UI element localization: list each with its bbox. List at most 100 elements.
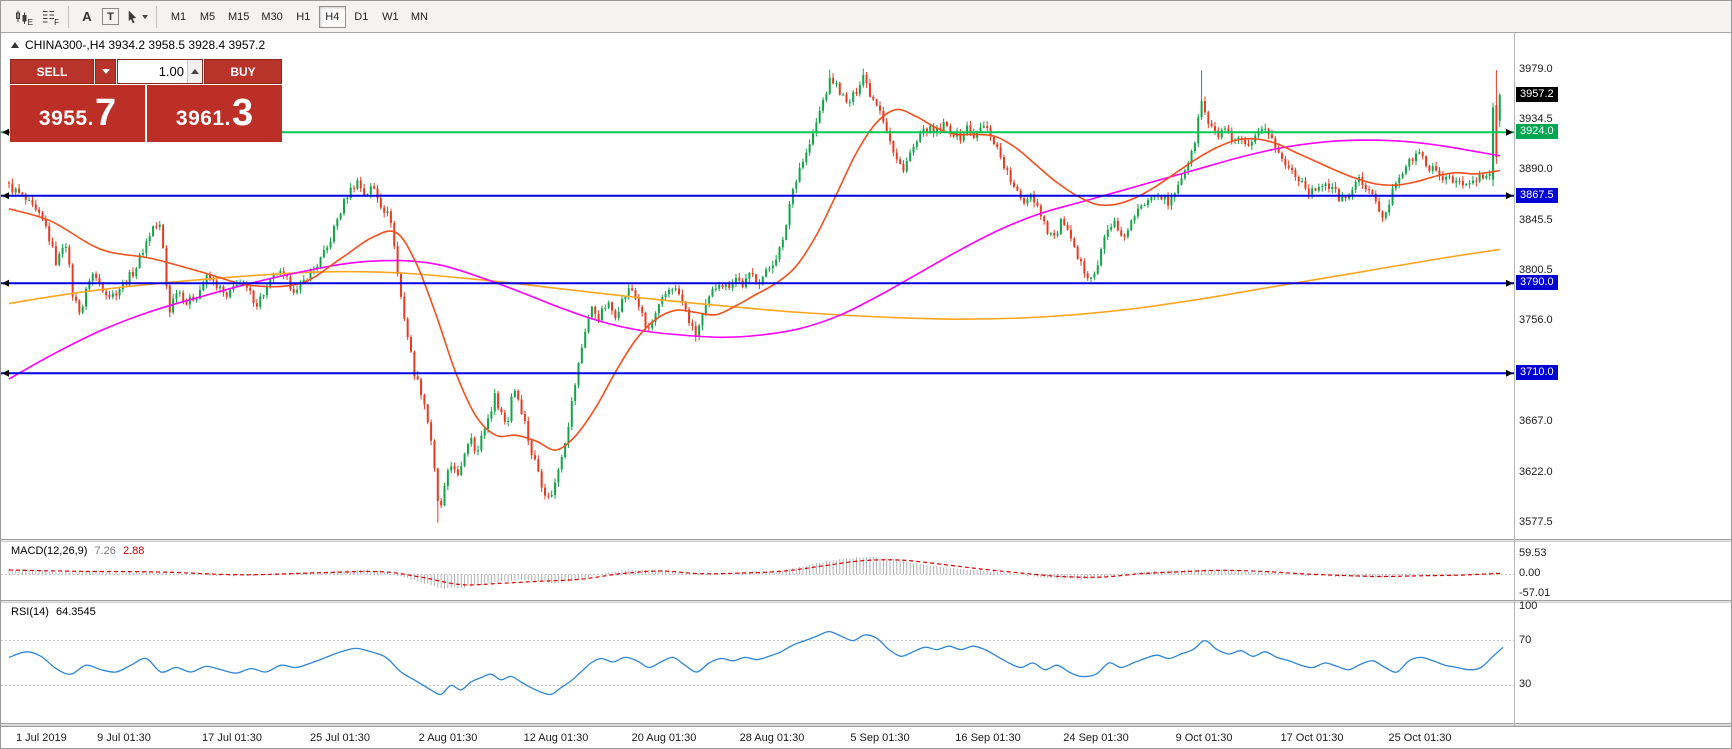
timeframe-mn[interactable]: MN — [410, 10, 428, 23]
macd-indicator-pane[interactable] — [1, 542, 1514, 600]
time-axis-label: 17 Jul 01:30 — [202, 732, 262, 744]
timeframe-d1[interactable]: D1 — [354, 10, 369, 23]
toolbar-separator — [68, 5, 69, 28]
volume-increase-button[interactable] — [187, 60, 202, 83]
rsi-indicator-pane[interactable] — [1, 603, 1514, 723]
chevron-down-icon — [141, 14, 148, 19]
price-axis[interactable]: 3979.03934.53890.03845.53800.53756.03711… — [1515, 33, 1731, 748]
price-axis-tick: 3934.5 — [1519, 113, 1553, 126]
icon-sublabel: E — [27, 17, 33, 27]
timeframe-h4[interactable]: H4 — [318, 5, 346, 28]
rsi-name: RSI(14) — [11, 606, 49, 618]
pane-separator[interactable] — [1, 723, 1731, 726]
price-axis-tick: 3577.5 — [1519, 515, 1553, 528]
price-buttons-divider — [145, 85, 147, 142]
macd-label: MACD(12,26,9) 7.26 2.88 — [11, 545, 144, 557]
volume-box — [117, 59, 203, 84]
timeframe-m5[interactable]: M5 — [199, 10, 216, 23]
cursor-icon — [128, 9, 136, 23]
buy-button[interactable]: BUY — [204, 59, 282, 84]
timeframe-group: M1 M5 M15 M30 H1 H4 D1 W1 MN — [164, 1, 434, 32]
line-price-badge[interactable]: 3867.5 — [1516, 187, 1558, 203]
chevron-down-icon — [101, 69, 110, 74]
rsi-axis-tick: 70 — [1519, 633, 1532, 646]
icon-sublabel: F — [54, 17, 59, 27]
time-axis-label: 16 Sep 01:30 — [955, 732, 1021, 744]
macd-axis-tick: -57.01 — [1519, 586, 1551, 599]
macd-value-signal: 2.88 — [122, 545, 145, 557]
crosshair-pointer-tool[interactable] — [123, 5, 149, 29]
sell-price-button[interactable]: 3955. 7 — [10, 85, 145, 142]
time-axis-label: 5 Sep 01:30 — [850, 732, 910, 744]
timeframe-m1[interactable]: M1 — [170, 10, 187, 23]
volume-input[interactable] — [118, 64, 187, 79]
horizontal-line-3710.0[interactable] — [1, 369, 1514, 377]
rsi-line — [8, 630, 1504, 696]
rsi-value: 64.3545 — [55, 606, 96, 618]
line-left-arrow-icon — [2, 128, 9, 136]
line-left-arrow-icon — [2, 192, 9, 200]
timeframe-m30[interactable]: M30 — [261, 10, 283, 23]
order-options-dropdown[interactable] — [95, 59, 116, 84]
chevron-up-icon — [191, 69, 199, 74]
line-price-badge[interactable]: 3710.0 — [1516, 365, 1558, 381]
line-right-arrow-icon — [1506, 192, 1513, 200]
macd-value-main: 7.26 — [94, 545, 116, 557]
top-toolbar: E F A T — [1, 1, 1731, 33]
current-price-badge: 3957.2 — [1516, 86, 1558, 102]
time-axis-label: 28 Aug 01:30 — [739, 732, 805, 744]
time-axis-label: 17 Oct 01:30 — [1280, 732, 1344, 744]
ma-mid-line[interactable] — [8, 139, 1501, 380]
price-axis-tick: 3756.0 — [1519, 314, 1553, 327]
rsi-label: RSI(14) 64.3545 — [11, 606, 96, 618]
line-right-arrow-icon — [1506, 128, 1513, 136]
one-click-trading-toggle-icon[interactable] — [11, 42, 19, 48]
sell-price-text: 3955. — [38, 107, 94, 130]
buy-price-button[interactable]: 3961. 3 — [147, 85, 282, 142]
horizontal-line-3790.0[interactable] — [1, 279, 1514, 287]
ma-fast-line[interactable] — [8, 108, 1501, 451]
macd-histogram — [8, 556, 1501, 589]
timeframe-h1[interactable]: H1 — [296, 10, 311, 23]
sell-button[interactable]: SELL — [10, 59, 94, 84]
pane-separator[interactable] — [1, 539, 1731, 542]
symbol-info: CHINA300-,H4 3934.2 3958.5 3928.4 3957.2 — [11, 38, 265, 52]
time-axis-label: 2 Aug 01:30 — [418, 732, 478, 744]
pane-separator[interactable] — [1, 600, 1731, 603]
toolbar-separator — [156, 5, 157, 28]
macd-name: MACD(12,26,9) — [11, 545, 88, 557]
candlestick-chart-icon[interactable]: E — [9, 5, 35, 29]
time-axis-label: 9 Jul 01:30 — [97, 732, 151, 744]
main-price-chart[interactable] — [1, 33, 1514, 539]
line-price-badge[interactable]: 3924.0 — [1516, 124, 1558, 140]
buy-price-big-digit: 3 — [231, 92, 254, 134]
time-axis-label: 20 Aug 01:30 — [631, 732, 697, 744]
line-left-arrow-icon — [2, 369, 9, 377]
sell-price-big-digit: 7 — [94, 92, 117, 134]
macd-axis-tick: 0.00 — [1519, 567, 1541, 580]
time-axis[interactable]: 1 Jul 2019 9 Jul 01:30 17 Jul 01:30 25 Jul … — [1, 726, 1731, 748]
horizontal-line-3867.5[interactable] — [1, 192, 1514, 200]
chart-tools-group: E F — [9, 1, 61, 32]
depth-rows-glyph — [42, 10, 54, 22]
candlestick-glyph — [16, 10, 27, 24]
timeframe-m15[interactable]: M15 — [228, 10, 250, 23]
line-left-arrow-icon — [2, 279, 9, 287]
text-box-tool[interactable]: T — [102, 8, 119, 25]
annotation-tools-group: A T — [76, 1, 149, 32]
candles-layer — [8, 68, 1501, 523]
line-price-badge[interactable]: 3790.0 — [1516, 275, 1558, 291]
price-axis-tick: 3979.0 — [1519, 63, 1553, 76]
price-axis-tick: 3845.5 — [1519, 213, 1553, 226]
time-axis-label: 25 Oct 01:30 — [1388, 732, 1452, 744]
market-depth-icon[interactable]: F — [35, 5, 61, 29]
letter-a-tool[interactable]: A — [82, 9, 92, 24]
price-axis-tick: 3800.5 — [1519, 264, 1553, 277]
one-click-trade-panel: SELL BUY 3955. 7 — [10, 59, 282, 142]
timeframe-w1[interactable]: W1 — [382, 10, 399, 23]
time-axis-label: 25 Jul 01:30 — [310, 732, 370, 744]
time-axis-label: 24 Sep 01:30 — [1063, 732, 1129, 744]
ma-slow-line[interactable] — [8, 248, 1501, 321]
rsi-axis-tick: 30 — [1519, 678, 1532, 691]
